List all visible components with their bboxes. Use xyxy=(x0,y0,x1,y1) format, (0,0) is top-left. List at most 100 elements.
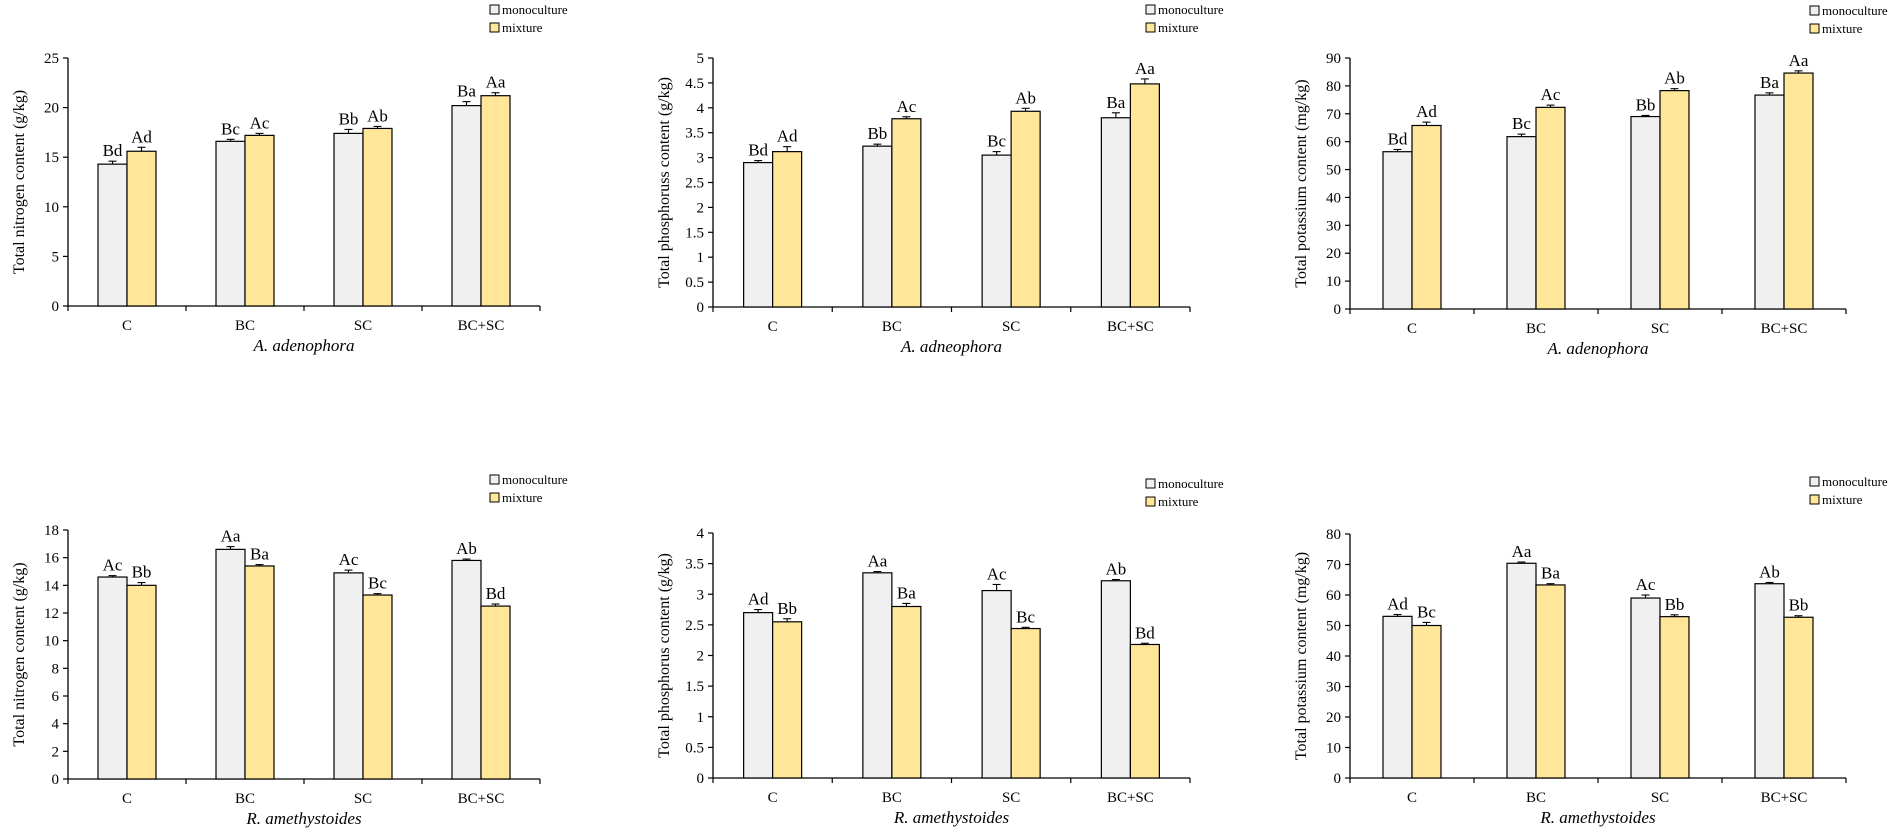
y-tick-label: 15 xyxy=(44,150,59,166)
bar-monoculture xyxy=(1506,136,1537,310)
x-tick-label: BC+SC xyxy=(458,318,505,334)
bar-mixture xyxy=(891,118,922,308)
y-axis-title: Total phosphorus content (g/kg) xyxy=(656,553,673,758)
significance-label: Aa xyxy=(486,73,506,92)
bar-mixture xyxy=(1535,106,1566,310)
significance-label: Bc xyxy=(1512,114,1531,133)
significance-label: Aa xyxy=(1135,59,1155,78)
x-tick-label: SC xyxy=(1002,790,1020,806)
legend-swatch-monoculture xyxy=(489,474,500,485)
x-tick-label: SC xyxy=(354,318,372,334)
legend-label-monoculture: monoculture xyxy=(1158,2,1224,17)
legend-swatch-mixture xyxy=(489,22,500,33)
x-tick-label: SC xyxy=(354,791,372,807)
y-axis-title: Total nitrogen content (g/kg) xyxy=(11,562,28,746)
bar-monoculture xyxy=(862,572,893,779)
y-tick-label: 4 xyxy=(697,526,705,542)
y-tick-label: 10 xyxy=(1326,741,1341,757)
y-tick-label: 0 xyxy=(697,300,705,316)
bar-monoculture xyxy=(215,548,246,780)
bar-monoculture xyxy=(1630,597,1661,779)
significance-label: Ad xyxy=(131,127,152,146)
legend: monoculture mixture xyxy=(1145,476,1224,509)
chart-panel-6: 0 10 20 30 40 50 60 70 80 C Ad Bc BC Aa Ba SC Ac Bb BC+SC A… xyxy=(1293,474,1888,827)
y-tick-label: 0.5 xyxy=(685,740,704,756)
bar-monoculture xyxy=(1630,115,1661,310)
significance-label: Bb xyxy=(339,109,359,128)
bar-monoculture xyxy=(1100,580,1131,779)
legend: monoculture mixture xyxy=(1809,3,1888,36)
x-tick-label: C xyxy=(1407,321,1417,337)
bar-monoculture xyxy=(981,154,1012,308)
bar-mixture xyxy=(1010,110,1041,308)
bar-mixture xyxy=(126,150,157,307)
y-tick-label: 90 xyxy=(1326,51,1341,67)
significance-label: Ba xyxy=(897,583,916,602)
y-tick-label: 4 xyxy=(52,717,60,733)
y-tick-label: 1.5 xyxy=(685,679,704,695)
significance-label: Ac xyxy=(1541,85,1561,104)
significance-label: Ac xyxy=(987,564,1007,583)
y-tick-label: 3 xyxy=(697,151,705,167)
bar-mixture xyxy=(480,605,511,780)
y-tick-label: 2 xyxy=(52,744,60,760)
significance-label: Bb xyxy=(1665,595,1685,614)
y-tick-label: 50 xyxy=(1326,163,1341,179)
significance-label: Ad xyxy=(777,127,798,146)
bar-mixture xyxy=(772,621,803,779)
significance-label: Ba xyxy=(250,545,269,564)
x-tick-label: BC xyxy=(235,791,255,807)
significance-label: Ac xyxy=(1636,575,1656,594)
bar-mixture xyxy=(1783,72,1814,310)
y-tick-label: 1 xyxy=(697,710,705,726)
chart-panel-3: 0 10 20 30 40 50 60 70 80 90 C Bd Ad BC Bc Ac SC Bb Ab BC+S… xyxy=(1293,3,1888,358)
y-tick-label: 0.5 xyxy=(685,275,704,291)
y-tick-label: 60 xyxy=(1326,135,1341,151)
y-tick-label: 10 xyxy=(44,634,59,650)
y-tick-label: 4 xyxy=(697,101,705,117)
legend-label-monoculture: monoculture xyxy=(1822,3,1888,18)
y-tick-label: 5 xyxy=(697,51,705,67)
significance-label: Bd xyxy=(1135,623,1155,642)
bar-mixture xyxy=(1129,83,1160,308)
bar-mixture xyxy=(772,151,803,308)
bar-monoculture xyxy=(1754,94,1785,310)
legend-swatch-mixture xyxy=(1145,22,1156,33)
bar-monoculture xyxy=(1506,562,1537,779)
significance-label: Ab xyxy=(1759,562,1780,581)
x-axis-title: A. adneophora xyxy=(900,337,1002,356)
significance-label: Ac xyxy=(250,113,270,132)
y-tick-label: 40 xyxy=(1326,649,1341,665)
y-tick-label: 3.5 xyxy=(685,126,704,142)
bar-monoculture xyxy=(862,145,893,308)
x-tick-label: C xyxy=(768,790,778,806)
bar-monoculture xyxy=(333,572,364,780)
bar-mixture xyxy=(1129,643,1160,779)
legend: monoculture mixture xyxy=(489,472,568,505)
significance-label: Bd xyxy=(103,141,123,160)
legend-label-mixture: mixture xyxy=(1822,492,1863,507)
bar-monoculture xyxy=(451,559,482,780)
legend-swatch-monoculture xyxy=(1145,4,1156,15)
y-tick-label: 8 xyxy=(52,661,60,677)
bar-mixture xyxy=(1783,616,1814,779)
legend-swatch-monoculture xyxy=(1145,478,1156,489)
significance-label: Ab xyxy=(1015,88,1036,107)
bar-mixture xyxy=(1535,584,1566,779)
chart-panel-4: 0 2 4 6 8 10 12 14 16 18 C Ac Bb BC Aa Ba SC Ac Bc BC+SC Ab B… xyxy=(11,472,568,828)
significance-label: Bb xyxy=(1789,596,1809,615)
chart-panel-1: 0 5 10 15 20 25 C Bd Ad BC Bc Ac SC Bb Ab BC+SC Ba Aa Tota… xyxy=(11,2,568,355)
significance-label: Bd xyxy=(748,141,768,160)
x-tick-label: BC+SC xyxy=(1107,790,1154,806)
significance-label: Ba xyxy=(1541,564,1560,583)
x-tick-label: BC xyxy=(882,790,902,806)
significance-label: Ac xyxy=(896,97,916,116)
significance-label: Bc xyxy=(221,119,240,138)
y-tick-label: 10 xyxy=(44,200,59,216)
x-tick-label: C xyxy=(122,318,132,334)
y-tick-label: 80 xyxy=(1326,527,1341,543)
bar-monoculture xyxy=(743,161,774,308)
x-tick-label: BC xyxy=(1526,321,1546,337)
legend-swatch-mixture xyxy=(1809,494,1820,505)
